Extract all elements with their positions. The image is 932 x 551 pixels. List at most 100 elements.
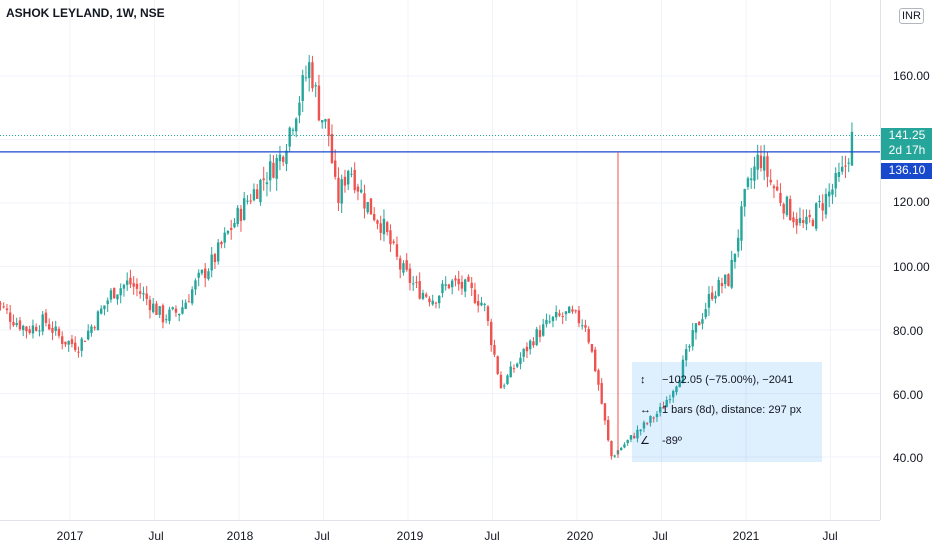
candle-body [720,282,724,287]
candle-body [421,292,425,299]
candle-body [503,385,506,387]
candle-body [811,220,815,227]
measure-angle-row: ∠ -89º [640,434,682,447]
candle-body [727,274,730,286]
candle-body [678,380,681,388]
candle-body [83,340,87,342]
candle-body [629,435,633,440]
candle-body [399,258,402,270]
candle-body [51,327,54,333]
candle-body [28,329,31,333]
chart-area[interactable]: ASHOK LEYLAND, 1W, NSE ↕ −102.05 (−75.00%… [0,0,880,520]
candle-body [610,440,613,457]
candle-body [301,75,304,101]
candle-body [802,220,805,223]
candle-body [587,328,590,343]
candle-body [483,303,486,305]
candle-body [590,344,594,352]
candle-body [490,321,493,346]
candle-body [87,330,90,340]
candle-body [405,260,408,270]
candle-body [623,444,626,448]
candle-body [165,319,168,321]
candle-body [824,193,828,215]
candle-body [70,339,74,345]
candle-body [116,294,119,300]
candle-body [603,403,607,421]
candle-body [467,276,470,282]
time-label: Jul [148,529,164,543]
candle-body [291,129,295,131]
candle-body [337,177,340,203]
candle-body [226,230,230,234]
candle-body [776,186,779,191]
candle-body [620,447,623,451]
candle-body [15,322,18,326]
candle-body [428,298,431,303]
candle-body [795,218,798,226]
candle-body [828,191,831,197]
candle-body [347,170,350,185]
candle-body [805,216,808,225]
candle-body [750,178,753,181]
price-scale[interactable]: INR 160.00 120.00 100.00 80.00 60.00 40.… [880,0,932,520]
candle-body [496,356,499,374]
candle-body [41,314,44,332]
candle-body [90,326,93,333]
candle-body [425,294,428,297]
candle-body [38,330,41,332]
candle-body [434,302,438,304]
candle-body [243,198,246,221]
candle-body [447,284,451,289]
candle-body [743,188,746,207]
candle-body [821,203,824,211]
candlestick-chart[interactable] [0,0,880,520]
candle-body [633,435,636,439]
candle-body [152,303,155,313]
price-label: 60.00 [893,388,924,402]
candle-body [366,202,369,213]
candle-body [408,268,412,283]
candle-body [295,118,298,132]
candle-body [581,325,584,327]
candle-body [223,232,226,243]
candle-body [675,386,678,393]
price-label: 120.00 [893,195,930,209]
candle-body [792,217,795,223]
time-scale[interactable]: 2017 Jul 2018 Jul 2019 Jul 2020 Jul 2021… [0,520,880,551]
currency-badge[interactable]: INR [899,8,924,24]
candle-body [356,186,360,192]
candle-body [298,102,301,116]
candle-body [837,172,841,177]
bars-range-icon: ↔ [640,404,651,416]
measure-price-row: ↕ −102.05 (−75.00%), −2041 [640,374,793,386]
measure-bars-row: ↔ 1 bars (8d), distance: 297 px [640,404,801,416]
candle-body [129,277,132,285]
price-label: 160.00 [893,69,930,83]
candle-body [210,254,213,271]
candle-body [392,241,395,243]
candle-body [317,85,321,121]
candle-body [477,301,480,306]
symbol-title[interactable]: ASHOK LEYLAND, 1W, NSE [6,6,165,20]
candle-body [545,319,548,325]
candle-body [542,324,545,336]
candle-body [555,312,558,318]
candle-body [672,391,675,398]
candle-body [282,156,285,162]
candle-body [122,284,126,289]
candle-body [464,279,467,292]
candle-body [600,383,603,404]
candle-body [230,227,233,230]
candle-body [694,323,698,333]
candle-body [418,281,421,299]
candle-body [834,173,837,189]
candle-body [759,155,763,169]
time-label: Jul [652,529,668,543]
candle-body [668,399,672,401]
candle-body [844,165,847,167]
candle-body [373,213,376,221]
candle-body [100,308,103,314]
candle-body [285,150,288,165]
candle-body [262,178,265,181]
